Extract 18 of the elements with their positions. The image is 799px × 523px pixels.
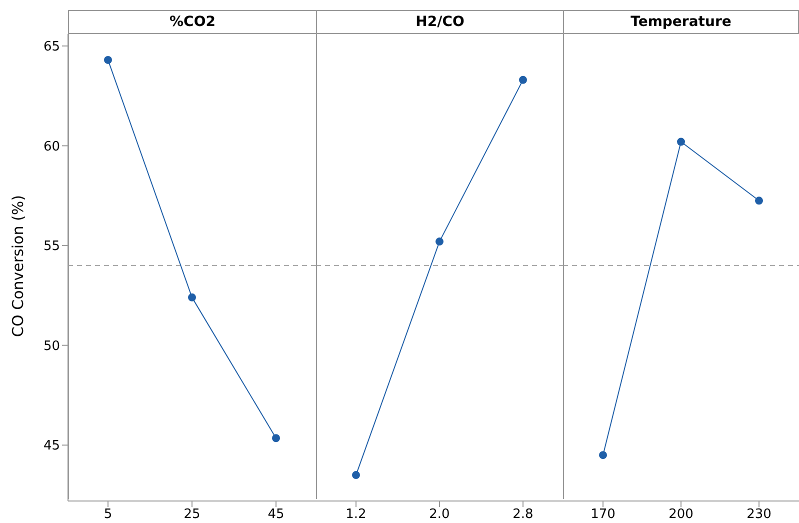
y-axis-title: CO Conversion (%) bbox=[9, 195, 27, 337]
x-tick-label: 2.0 bbox=[429, 507, 450, 522]
x-tick-label: 25 bbox=[184, 507, 200, 522]
x-tick-label: 1.2 bbox=[346, 507, 366, 522]
y-tick-label: 45 bbox=[43, 438, 60, 454]
chart-title: H2/CO bbox=[316, 10, 563, 34]
chart-title: Temperature bbox=[563, 10, 799, 34]
y-tick-label: 60 bbox=[43, 139, 60, 154]
y-tick-label: 55 bbox=[43, 239, 60, 254]
y-tick-label: 50 bbox=[43, 338, 60, 354]
x-tick-label: 230 bbox=[746, 507, 772, 522]
x-tick-label: 170 bbox=[590, 507, 616, 522]
x-tick-label: 2.8 bbox=[512, 507, 534, 522]
chart-title: %CO2 bbox=[68, 10, 316, 34]
x-tick-label: 45 bbox=[268, 507, 284, 522]
y-tick-label: 65 bbox=[43, 40, 60, 55]
x-tick-label: 5 bbox=[104, 507, 112, 522]
x-tick-label: 200 bbox=[668, 507, 694, 522]
